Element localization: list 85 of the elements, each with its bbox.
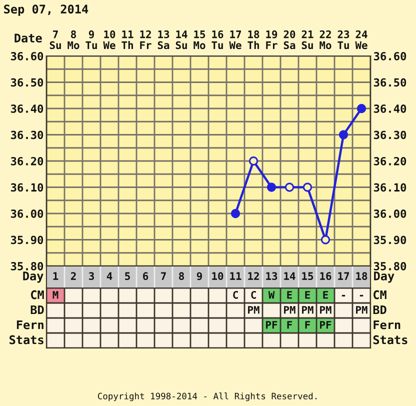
text: E (305, 291, 310, 299)
x-axis-title: Day (23, 272, 44, 283)
y2-tick-label: 36.50 (374, 78, 406, 87)
x-tick-label: 1 (53, 272, 58, 280)
x2-tick-label: 24 We (355, 30, 368, 50)
x2-tick-label: 9 Tu (86, 30, 97, 50)
x2-tick-label: 17 We (229, 30, 242, 50)
y-tick-label: 35.80 (10, 262, 44, 270)
category-label: BD (373, 305, 386, 314)
y-tick-label: 36.10 (10, 183, 44, 192)
x2-axis-title: Date (14, 34, 42, 42)
y-tick-label: 36.40 (10, 104, 44, 113)
category-label: CM (374, 290, 386, 300)
y-tick-label: 36.00 (10, 209, 44, 218)
y2-tick-label: 36.60 (374, 52, 406, 60)
x-tick-label: 14 (284, 272, 296, 280)
y2-tick-label: 35.90 (374, 236, 406, 244)
category-label: Fern (374, 320, 400, 330)
x2-tick-label: 11 Th (122, 30, 134, 49)
x-tick-label: 10 (212, 272, 224, 280)
x2-tick-label: 14 Su (176, 30, 188, 50)
text: - (360, 294, 364, 296)
x-tick-label: 16 (320, 272, 332, 280)
text: F (287, 321, 292, 329)
x-tick-label: 8 (179, 272, 184, 280)
category-label: Stats (10, 335, 44, 344)
text: Copyright 1998-2014 - All Rights Reserved. (98, 392, 317, 402)
chart-title: Sep 07, 2014 (4, 4, 88, 16)
x-tick-label: 5 (125, 272, 130, 280)
y-tick-label: 36.60 (10, 52, 44, 60)
y-tick-label: 36.30 (10, 130, 44, 140)
x-tick-label: 2 (70, 272, 76, 280)
y-tick-label: 35.90 (10, 236, 44, 244)
text: PM (284, 306, 296, 314)
x-tick-label: 18 (356, 272, 368, 280)
x-tick-label: 9 (196, 272, 202, 280)
category-label: BD (30, 305, 44, 314)
x2-tick-label: 15 Mo (194, 30, 206, 50)
x-tick-label: 11 (230, 272, 242, 280)
text: PM (248, 306, 260, 314)
x2-tick-label: 13 Sa (158, 30, 170, 50)
y-tick-label: 36.20 (10, 156, 44, 166)
y2-tick-label: 35.80 (374, 262, 406, 270)
text: Day (374, 272, 394, 283)
x-tick-label: 6 (143, 272, 148, 280)
text: F (305, 321, 310, 329)
x-tick-label: 3 (89, 272, 94, 280)
x2-tick-label: 19 Fr (266, 30, 278, 49)
category-label: Fern (16, 320, 44, 330)
text: PM (302, 306, 314, 314)
text: M (52, 291, 58, 299)
x-tick-label: 4 (106, 272, 112, 280)
category-label: Stats (373, 335, 408, 344)
y2-tick-label: 36.00 (374, 209, 406, 218)
text: PF (320, 321, 332, 329)
x2-tick-label: 21 Su (302, 30, 314, 50)
x2-tick-label: 7 Su (50, 30, 61, 50)
x2-tick-label: 8 Mo (68, 30, 80, 50)
text: PM (356, 306, 368, 314)
x2-tick-label: 20 Sa (284, 30, 296, 50)
text: PM (320, 306, 332, 314)
x-tick-label: 7 (161, 272, 166, 280)
x2-tick-label: 22 Mo (320, 30, 332, 50)
text: - (342, 294, 346, 296)
category-label: CM (31, 290, 44, 300)
text: E (323, 291, 328, 299)
y2-tick-label: 36.30 (374, 130, 406, 140)
x-tick-label: 13 (266, 272, 278, 280)
text: C (251, 290, 256, 299)
text: W (268, 291, 275, 299)
x-tick-label: 12 (248, 272, 259, 280)
y2-tick-label: 36.20 (374, 156, 406, 166)
x2-tick-label: 23 Tu (338, 30, 350, 50)
y2-tick-label: 36.10 (374, 183, 406, 192)
text: C (233, 290, 238, 299)
x2-tick-label: 12 Fr (140, 30, 152, 49)
x2-tick-label: 18 Th (248, 30, 260, 49)
x2-tick-label: 10 We (103, 30, 116, 50)
text: E (287, 291, 292, 299)
y-tick-label: 36.50 (10, 78, 44, 87)
x-tick-label: 15 (302, 272, 314, 280)
y2-tick-label: 36.40 (374, 104, 406, 113)
text: PF (266, 321, 278, 329)
x2-tick-label: 16 Tu (212, 30, 224, 50)
x-tick-label: 17 (338, 272, 349, 280)
